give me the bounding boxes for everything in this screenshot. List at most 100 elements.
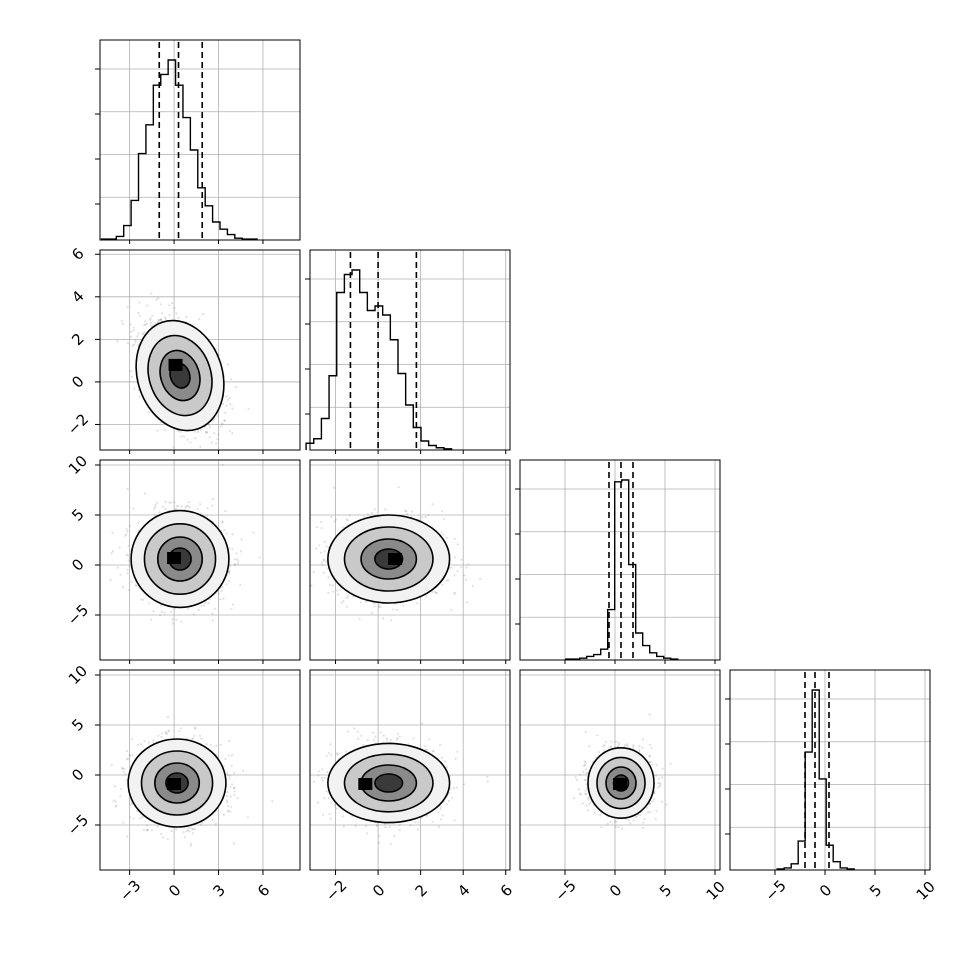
scatter-point bbox=[130, 375, 133, 378]
scatter-point bbox=[122, 770, 125, 773]
scatter-point bbox=[221, 520, 224, 523]
scatter-point bbox=[159, 319, 162, 322]
scatter-point bbox=[138, 301, 141, 304]
scatter-point bbox=[171, 302, 174, 305]
contour-line-1 bbox=[147, 334, 213, 417]
scatter-point bbox=[166, 732, 169, 735]
scatter-point bbox=[149, 317, 152, 320]
scatter-point bbox=[128, 589, 131, 592]
scatter-point bbox=[410, 510, 414, 513]
scatter-point bbox=[246, 816, 249, 819]
scatter-point bbox=[319, 551, 322, 554]
scatter-point bbox=[370, 511, 374, 515]
scatter-point bbox=[211, 818, 214, 822]
scatter-point bbox=[149, 318, 152, 321]
scatter-point bbox=[233, 790, 236, 793]
scatter-point bbox=[431, 591, 434, 594]
scatter-point bbox=[323, 540, 326, 543]
scatter-point bbox=[460, 566, 463, 569]
scatter-point bbox=[183, 836, 186, 839]
scatter-point bbox=[115, 804, 118, 807]
scatter-point bbox=[156, 501, 159, 504]
scatter-point bbox=[126, 568, 129, 571]
scatter-point bbox=[325, 560, 328, 563]
contour-line-3 bbox=[374, 548, 404, 570]
scatter-point bbox=[312, 571, 315, 574]
scatter-point bbox=[110, 552, 113, 555]
scatter-point bbox=[395, 608, 398, 612]
contour-line-3 bbox=[169, 362, 191, 389]
scatter-point bbox=[221, 463, 224, 466]
scatter-frame bbox=[309, 459, 511, 661]
scatter-point bbox=[365, 600, 368, 603]
scatter-point bbox=[456, 543, 459, 546]
scatter-point bbox=[471, 584, 474, 588]
scatter-point bbox=[247, 407, 250, 410]
scatter-point bbox=[224, 510, 227, 513]
histogram-panel-1 bbox=[305, 249, 511, 451]
scatter-point bbox=[441, 583, 444, 586]
scatter-point bbox=[327, 591, 330, 595]
histogram-panel-0 bbox=[95, 39, 301, 241]
scatter-point bbox=[154, 505, 157, 509]
scatter-point bbox=[121, 322, 124, 325]
scatter-point bbox=[431, 503, 434, 506]
scatter-point bbox=[155, 298, 158, 301]
scatter-point bbox=[145, 824, 148, 827]
scatter-point bbox=[157, 297, 160, 300]
scatter-point bbox=[210, 441, 213, 444]
scatter-point bbox=[466, 563, 469, 566]
scatter-point bbox=[160, 833, 163, 836]
scatter-point bbox=[435, 592, 438, 595]
scatter-point bbox=[185, 505, 188, 508]
scatter-point bbox=[404, 509, 407, 512]
scatter-point bbox=[146, 828, 149, 832]
scatter-point bbox=[111, 531, 114, 534]
scatter-point bbox=[233, 793, 236, 796]
scatter-point bbox=[164, 500, 167, 503]
scatter-point bbox=[239, 550, 242, 553]
scatter-point bbox=[149, 324, 153, 328]
scatter-point bbox=[463, 574, 466, 577]
scatter-point bbox=[336, 589, 339, 592]
scatter-point bbox=[211, 619, 214, 622]
scatter-point bbox=[134, 584, 137, 587]
scatter-point bbox=[213, 432, 216, 435]
scatter-point bbox=[449, 566, 452, 569]
scatter-point bbox=[435, 591, 438, 594]
scatter-point bbox=[134, 341, 137, 344]
contour-line-2 bbox=[156, 536, 204, 582]
scatter-point bbox=[173, 501, 176, 504]
scatter-panel-0-3 bbox=[99, 669, 301, 871]
scatter-point bbox=[189, 844, 192, 847]
scatter-point bbox=[226, 801, 229, 804]
scatter-point bbox=[208, 436, 211, 439]
scatter-point bbox=[137, 311, 140, 314]
scatter-point bbox=[182, 435, 185, 438]
scatter-point bbox=[159, 318, 163, 321]
scatter-point bbox=[190, 842, 193, 845]
scatter-point bbox=[149, 322, 152, 325]
scatter-point bbox=[208, 426, 212, 429]
scatter-point bbox=[194, 727, 197, 730]
scatter-point bbox=[229, 785, 232, 788]
scatter-point bbox=[175, 505, 178, 508]
scatter-panel-0-2 bbox=[99, 459, 301, 661]
scatter-point bbox=[137, 343, 140, 346]
scatter-point bbox=[118, 546, 121, 549]
scatter-point bbox=[167, 730, 170, 733]
scatter-point bbox=[180, 452, 182, 454]
scatter-point bbox=[231, 603, 235, 606]
scatter-point bbox=[194, 437, 197, 440]
scatter-point bbox=[119, 573, 122, 576]
scatter-point bbox=[234, 563, 237, 566]
contour-line-3 bbox=[168, 547, 192, 571]
scatter-point bbox=[221, 586, 224, 589]
scatter-point bbox=[205, 743, 208, 746]
scatter-point bbox=[164, 316, 167, 319]
scatter-point bbox=[425, 595, 428, 598]
scatter-point bbox=[397, 486, 400, 489]
scatter-point bbox=[129, 335, 132, 338]
scatter-point bbox=[206, 514, 209, 518]
scatter-point bbox=[322, 559, 326, 562]
